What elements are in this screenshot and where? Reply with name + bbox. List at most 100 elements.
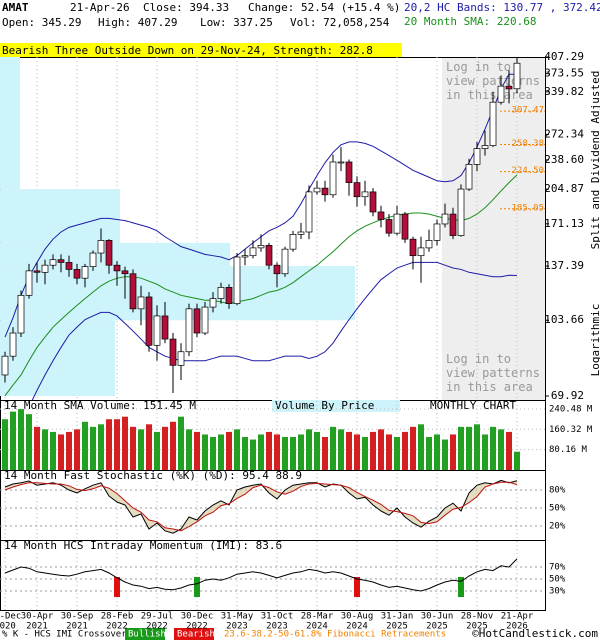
candle-body <box>377 211 385 220</box>
y-tick-label: 80% <box>549 486 566 496</box>
volume-bar <box>186 429 192 470</box>
note-bottom: Log in to view patterns in this area <box>446 352 540 394</box>
candle-body <box>145 296 153 346</box>
x-tick-label: 29-Jul <box>141 612 174 622</box>
y-tick-label: 20% <box>549 522 566 532</box>
x-tick-year: 2025 <box>466 622 488 632</box>
volume-bar <box>474 424 480 470</box>
volume-bar <box>258 434 264 470</box>
volume-bar <box>106 419 112 470</box>
candle-body <box>289 234 297 250</box>
note-text: Log in to view patterns in this area <box>446 60 540 102</box>
candle-body <box>193 308 201 334</box>
volume-bar <box>162 426 168 470</box>
x-tick-label: 31-Oct <box>261 612 294 622</box>
x-tick-label: 28-Feb <box>101 612 134 622</box>
candle-body <box>257 245 265 249</box>
fib-label: 185.05 <box>511 203 544 213</box>
candle-body <box>169 338 177 366</box>
y-tick-label: 171.13 <box>544 217 584 230</box>
volume-bar <box>450 434 456 470</box>
candle-body <box>9 332 17 357</box>
candle-body <box>217 286 225 299</box>
candle-body <box>393 213 401 234</box>
x-tick-year: 2022 <box>186 622 208 632</box>
candle-body <box>265 245 273 266</box>
candle-body <box>401 213 409 240</box>
volume-bar <box>202 434 208 470</box>
x-tick-year: 2026 <box>506 622 528 632</box>
volume-bar <box>218 434 224 470</box>
candle-body <box>1 355 9 376</box>
volume-bar <box>154 431 160 470</box>
candle-body <box>233 256 241 305</box>
stoch-title: 14 Month Fast Stochastic (%K) (%D): 95.4… <box>4 469 302 482</box>
candle-body <box>225 286 233 305</box>
volume-bar <box>466 426 472 470</box>
y-tick-label: 240.48 M <box>549 404 593 414</box>
y-tick-label: 272.34 <box>544 127 584 140</box>
volume-bar <box>394 437 400 470</box>
candle-body <box>489 101 497 146</box>
main-plot <box>0 57 545 400</box>
candle-body <box>513 62 521 90</box>
band-line <box>4 174 518 397</box>
y-tick-label: 238.60 <box>544 153 584 166</box>
date: 21-Apr-26 <box>70 1 130 14</box>
volume-bar <box>34 426 40 470</box>
x-tick-label: 31-Jan <box>381 612 414 622</box>
candle-body <box>113 264 121 272</box>
fib-label: 258.38 <box>511 139 544 149</box>
volume-by-price-bar <box>0 57 20 190</box>
x-tick-year: 2021 <box>66 622 88 632</box>
candle-body <box>273 264 281 275</box>
symbol: AMAT <box>2 1 29 14</box>
stoch-fill <box>5 480 517 534</box>
x-tick-label: 31-Dec <box>0 612 21 622</box>
change: Change: 52.54 (+15.4 %) <box>248 1 400 14</box>
x-tick-year: 2023 <box>266 622 288 632</box>
indicator-line <box>4 558 518 592</box>
low: Low: 337.25 <box>200 16 273 29</box>
candle-body <box>385 219 393 234</box>
volume-bar <box>330 426 336 470</box>
y-tick-label: 160.32 M <box>549 425 593 435</box>
volume-bar <box>18 409 24 470</box>
candle-body <box>137 296 145 310</box>
pattern-label: Bearish Three Outside Down on 29-Nov-24,… <box>2 44 373 57</box>
volume-bar <box>282 437 288 470</box>
volume-bar <box>418 424 424 470</box>
candle-body <box>313 187 321 193</box>
y-tick-label: 80.16 M <box>549 445 588 455</box>
bearish-label: Bearish <box>177 630 215 640</box>
candle-body <box>49 259 57 266</box>
candle-body <box>33 270 41 273</box>
x-tick-label: 28-Mar <box>301 612 334 622</box>
monthly-label: MONTHLY CHART <box>430 399 516 412</box>
candle-body <box>129 273 137 310</box>
volume-bar <box>290 437 296 470</box>
bearish-signal <box>354 577 360 597</box>
candle-body <box>97 240 105 254</box>
candle-body <box>433 223 441 241</box>
y-tick-label: 30% <box>549 587 566 597</box>
volume-bar <box>58 434 64 470</box>
candle-body <box>57 259 65 263</box>
candle-body <box>161 315 169 340</box>
x-tick-year: 2025 <box>426 622 448 632</box>
candle-body <box>305 191 313 233</box>
volume-bar <box>370 431 376 470</box>
volume-bar <box>378 429 384 470</box>
imi-frame <box>0 540 546 611</box>
bullish-box <box>125 628 165 640</box>
x-tick-label: 30-Jun <box>421 612 454 622</box>
candle-body <box>177 351 185 366</box>
close: Close: 394.33 <box>143 1 229 14</box>
volume-bar <box>442 439 448 470</box>
x-tick-year: 2022 <box>106 622 128 632</box>
y-tick-label: 70% <box>549 563 566 573</box>
x-tick-year: 2021 <box>26 622 48 632</box>
volume-by-price-bar <box>0 320 115 396</box>
candle-body <box>209 298 217 308</box>
